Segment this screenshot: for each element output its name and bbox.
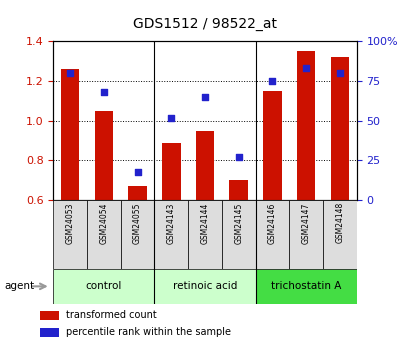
Text: GSM24146: GSM24146 xyxy=(267,202,276,244)
Text: GSM24054: GSM24054 xyxy=(99,202,108,244)
Text: GSM24147: GSM24147 xyxy=(301,202,310,244)
Text: control: control xyxy=(85,282,122,291)
Bar xyxy=(162,142,180,200)
Point xyxy=(336,70,342,76)
Bar xyxy=(296,51,315,200)
Text: percentile rank within the sample: percentile rank within the sample xyxy=(66,327,230,337)
Bar xyxy=(128,186,146,200)
Bar xyxy=(53,269,154,304)
Bar xyxy=(188,200,221,269)
Bar xyxy=(263,91,281,200)
Bar xyxy=(61,69,79,200)
Bar xyxy=(330,57,348,200)
Point xyxy=(302,66,309,71)
Bar xyxy=(322,200,356,269)
Point xyxy=(168,115,174,120)
Bar xyxy=(40,311,58,320)
Text: trichostatin A: trichostatin A xyxy=(270,282,340,291)
Point xyxy=(268,78,275,84)
Bar xyxy=(195,131,214,200)
Bar xyxy=(40,328,58,337)
Point xyxy=(100,89,107,95)
Bar xyxy=(154,200,188,269)
Text: GSM24055: GSM24055 xyxy=(133,202,142,244)
Point xyxy=(134,169,141,174)
Bar xyxy=(154,269,255,304)
Text: GSM24145: GSM24145 xyxy=(234,202,243,244)
Bar xyxy=(221,200,255,269)
Bar xyxy=(229,180,247,200)
Bar xyxy=(94,111,113,200)
Bar xyxy=(53,200,87,269)
Text: GSM24144: GSM24144 xyxy=(200,202,209,244)
Text: agent: agent xyxy=(4,282,34,291)
Bar xyxy=(255,269,356,304)
Bar xyxy=(87,200,120,269)
Text: retinoic acid: retinoic acid xyxy=(172,282,237,291)
Bar xyxy=(120,200,154,269)
Text: transformed count: transformed count xyxy=(66,310,156,321)
Point xyxy=(235,155,241,160)
Text: GSM24143: GSM24143 xyxy=(166,202,175,244)
Bar xyxy=(255,200,289,269)
Text: GSM24053: GSM24053 xyxy=(65,202,74,244)
Bar xyxy=(289,200,322,269)
Text: GDS1512 / 98522_at: GDS1512 / 98522_at xyxy=(133,17,276,31)
Point xyxy=(67,70,73,76)
Text: GSM24148: GSM24148 xyxy=(335,202,344,244)
Point xyxy=(201,94,208,100)
